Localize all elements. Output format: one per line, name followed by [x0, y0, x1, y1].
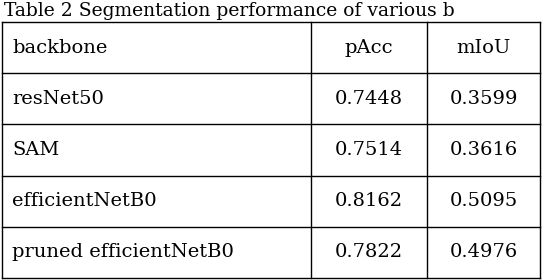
- Text: 0.7514: 0.7514: [335, 141, 403, 159]
- Text: 0.7822: 0.7822: [335, 243, 403, 262]
- Text: mIoU: mIoU: [456, 39, 511, 57]
- Text: backbone: backbone: [12, 39, 107, 57]
- Text: pAcc: pAcc: [345, 39, 393, 57]
- Text: 0.7448: 0.7448: [335, 90, 403, 108]
- Text: SAM: SAM: [12, 141, 59, 159]
- Text: 0.3616: 0.3616: [449, 141, 518, 159]
- Text: efficientNetB0: efficientNetB0: [12, 192, 157, 210]
- Text: 0.4976: 0.4976: [449, 243, 518, 262]
- Text: Table 2 Segmentation performance of various b: Table 2 Segmentation performance of vari…: [4, 2, 455, 20]
- Text: resNet50: resNet50: [12, 90, 104, 108]
- Text: 0.3599: 0.3599: [449, 90, 518, 108]
- Text: 0.5095: 0.5095: [449, 192, 518, 210]
- Text: pruned efficientNetB0: pruned efficientNetB0: [12, 243, 234, 262]
- Text: 0.8162: 0.8162: [335, 192, 403, 210]
